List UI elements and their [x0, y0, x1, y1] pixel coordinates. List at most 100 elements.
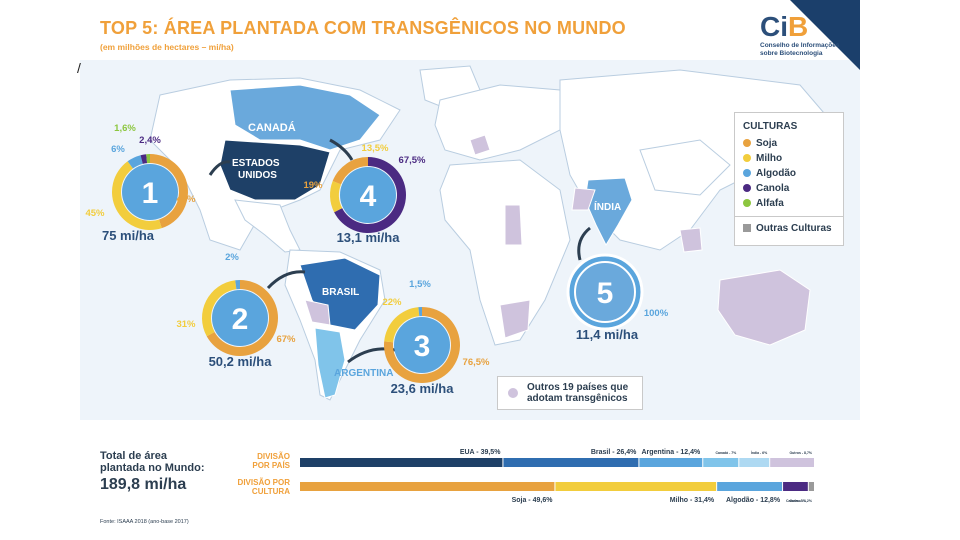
legend-item-algodao: Algodão	[743, 166, 843, 180]
label-brasil: BRASIL	[322, 287, 360, 298]
others-countries-box: Outros 19 países que adotam transgênicos	[497, 376, 643, 410]
label-canada: CANADÁ	[248, 122, 296, 134]
pie-slice-soja	[332, 157, 368, 185]
legend-label: Alfafa	[756, 197, 784, 209]
bar-segment-label: Canola - 5%	[786, 499, 807, 503]
logo-mark: CiB	[760, 12, 860, 42]
bar-segment-brasil	[503, 458, 639, 467]
bar-segment-label: Brasil - 26,4%	[591, 449, 637, 456]
pie-slice-alfafa	[146, 154, 150, 164]
bar-segment-soja	[300, 482, 555, 491]
country-canada	[229, 84, 381, 151]
rank-number: 4	[360, 180, 377, 213]
others-text: Outros 19 países que adotam transgênicos	[527, 382, 628, 404]
canola-dot	[743, 184, 751, 192]
others-line-2: adotam transgênicos	[527, 393, 628, 404]
donut-center	[122, 164, 178, 220]
logo-name-b: B	[788, 11, 809, 42]
country-others-af2	[499, 299, 531, 339]
logo-name-a: Ci	[760, 11, 788, 42]
legend-item-soja: Soja	[743, 136, 843, 150]
bar-segment-label: Canadá - 7%	[715, 451, 737, 455]
division-crop-label: DIVISÃO POR CULTURA	[222, 478, 290, 496]
bar-segment-label: Algodão - 12,8%	[726, 497, 781, 504]
legend-item-alfafa: Alfafa	[743, 196, 843, 210]
arrow-india	[577, 226, 591, 261]
pie-slice-algodão	[235, 280, 240, 290]
label-argentina: ARGENTINA	[334, 368, 394, 379]
legend-title: CULTURAS	[743, 121, 798, 132]
bar-segment-canadá	[703, 458, 739, 467]
slice-label: 67%	[276, 334, 296, 345]
stacked-bars: EUA - 39,5% Brasil - 26,4% Argentina - 12,…	[300, 449, 814, 504]
total-label-1: Total de área	[100, 450, 168, 462]
division-country-label: DIVISÃO POR PAÍS	[232, 452, 290, 470]
bar-segment-label: Outras - 1,2%	[790, 499, 813, 503]
slice-label: 22%	[382, 297, 402, 308]
legend-item-outras: Outras Culturas	[743, 221, 843, 235]
pie-slice-algodão	[127, 155, 143, 169]
others-line-1: Outros 19 países que	[527, 382, 629, 393]
donut-center	[394, 317, 450, 373]
country-others-asia2	[639, 139, 731, 196]
total-label: 75 mi/ha	[102, 228, 155, 243]
arrow-canada	[329, 138, 354, 161]
logo-tagline-2: sobre Biotecnologia	[760, 50, 823, 57]
pie-slice-milho	[330, 181, 343, 213]
slice-label: 1,5%	[409, 279, 431, 290]
pie-slice-soja	[150, 154, 189, 229]
country-australia	[717, 269, 811, 346]
slice-label: 100%	[644, 308, 669, 319]
slice-label: 6%	[111, 144, 125, 155]
slice-label: 76,5%	[463, 357, 490, 368]
total-label: 11,4 mi/ha	[576, 327, 639, 342]
total-label: 23,6 mi/ha	[391, 381, 455, 396]
legend-item-milho: Milho	[743, 151, 843, 165]
rank-number: 2	[232, 303, 249, 336]
bar-segment-label: Índia - 6%	[751, 450, 768, 455]
bar-segment-canola	[783, 482, 808, 491]
rank-number: 3	[414, 330, 431, 363]
slice-label: 2,4%	[139, 135, 161, 146]
bar-segment-eua	[300, 458, 503, 467]
country-others-af1	[504, 204, 523, 246]
page-subtitle: (em milhões de hectares – mi/ha)	[100, 42, 234, 52]
pie-slice-milho	[202, 280, 237, 337]
stray-mark: /	[77, 60, 81, 76]
arrow-brazil	[266, 270, 306, 290]
total-label: 50,2 mi/ha	[209, 354, 273, 369]
division-country-2: POR PAÍS	[252, 461, 290, 470]
bar-segment-argentina	[639, 458, 703, 467]
legend-label: Algodão	[756, 167, 796, 179]
pie-slice-milho	[111, 161, 162, 230]
rank-number: 1	[142, 177, 159, 210]
slice-label: 1,6%	[114, 123, 136, 134]
bar-segment-label: Outros - 8,7%	[789, 451, 812, 455]
milho-dot	[743, 154, 751, 162]
legend-label: Outras Culturas	[756, 222, 832, 234]
crops-legend: CULTURAS Soja Milho Algodão Canola Alfaf…	[734, 112, 844, 246]
slice-label: 2%	[225, 252, 239, 263]
pie-slice-algodão	[418, 307, 422, 317]
country-others-sa	[304, 299, 331, 326]
legend-item-canola: Canola	[743, 181, 843, 195]
label-india: ÍNDIA	[594, 202, 622, 213]
division-crop-2: CULTURA	[251, 487, 290, 496]
corner-decoration	[790, 0, 860, 70]
donut-charts: 1 75 mi/ha 45% 45% 6% 2,4%1,6% 4 13,1 mi/ha 67,5…	[85, 123, 668, 396]
outras-square	[743, 224, 751, 232]
alfafa-dot	[743, 199, 751, 207]
total-value: 189,8 mi/ha	[100, 476, 187, 493]
land-africa	[439, 159, 571, 346]
slice-label: 67,5%	[399, 155, 426, 166]
pie-slice-milho	[384, 307, 420, 343]
country-others-eu	[469, 134, 491, 156]
cib-logo: CiB Conselho de Informações sobre Biotec…	[760, 12, 860, 58]
division-crop-1: DIVISÃO POR	[237, 478, 290, 487]
division-country-1: DIVISÃO	[257, 452, 290, 461]
algodao-dot	[743, 169, 751, 177]
logo-tagline-1: Conselho de Informações	[760, 42, 840, 49]
legend-divider	[735, 216, 843, 217]
label-usa-2: UNIDOS	[238, 170, 277, 181]
